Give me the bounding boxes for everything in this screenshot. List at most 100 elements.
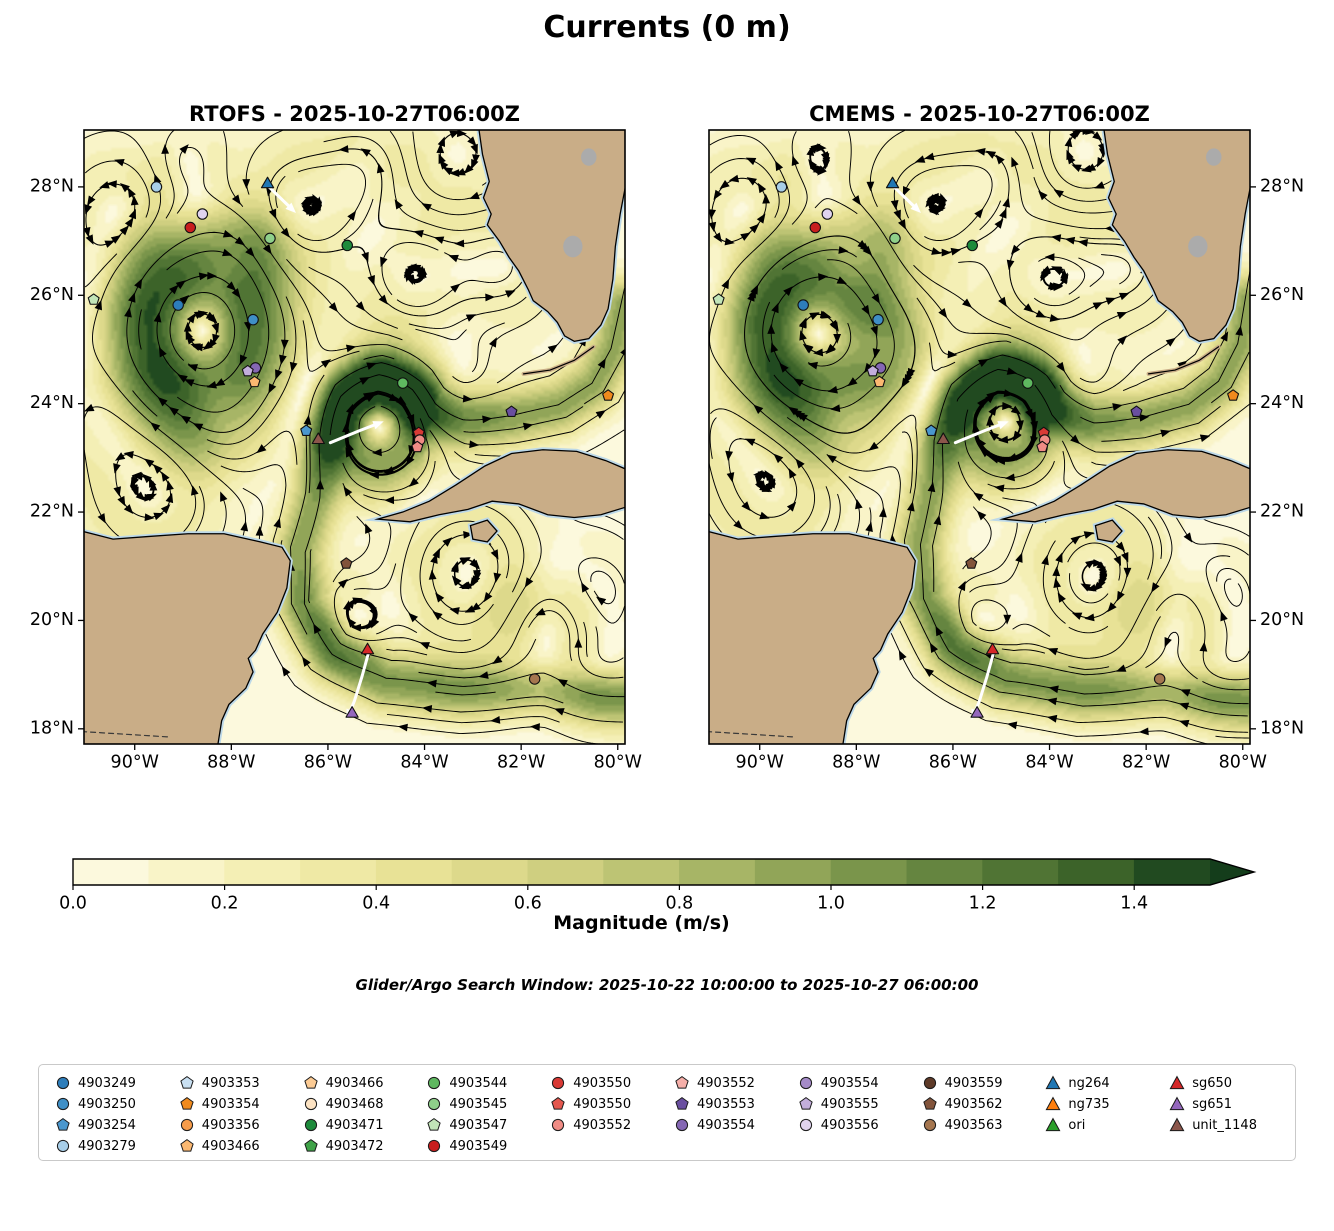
- legend-label: 4903563: [944, 1117, 1003, 1133]
- legend-item: ng735: [1045, 1094, 1165, 1114]
- legend-column: 4903550 4903550 4903552: [550, 1073, 670, 1156]
- marker-circle-icon: [428, 1097, 441, 1111]
- legend-item: 4903555: [798, 1094, 918, 1114]
- legend-column: ng264 ng735 ori: [1045, 1073, 1165, 1156]
- legend-item: 4903356: [179, 1115, 299, 1135]
- marker-pentagon-icon: [303, 1138, 318, 1152]
- marker-pentagon-icon: [180, 1075, 194, 1089]
- marker-triangle-icon: [1045, 1117, 1061, 1132]
- legend-label: 4903552: [573, 1117, 632, 1133]
- marker-pentagon-icon: [799, 1096, 813, 1110]
- legend-item: 4903562: [922, 1094, 1042, 1114]
- legend-column: 4903544 4903545 4903547 4903549: [426, 1073, 546, 1156]
- legend-label: 4903556: [820, 1117, 879, 1133]
- marker-pentagon-icon: [675, 1075, 689, 1089]
- marker-pentagon-icon: [675, 1096, 689, 1110]
- search-window-caption: Glider/Argo Search Window: 2025-10-22 10…: [355, 976, 979, 994]
- legend-item: 4903547: [426, 1115, 546, 1135]
- legend-item: 4903552: [550, 1115, 670, 1135]
- marker-circle-icon: [799, 1118, 812, 1132]
- marker-circle-icon: [923, 1118, 936, 1132]
- legend-label: 4903550: [573, 1096, 632, 1112]
- marker-pentagon-icon: [427, 1117, 442, 1131]
- legend-label: 4903466: [325, 1075, 384, 1091]
- legend-label: 4903559: [944, 1075, 1003, 1091]
- legend-item: ori: [1045, 1115, 1165, 1135]
- legend-column: 4903466 4903468 4903471 4903472: [303, 1073, 423, 1156]
- marker-circle-icon: [180, 1118, 193, 1132]
- legend-label: ng735: [1068, 1096, 1110, 1112]
- legend-label: 4903554: [820, 1075, 879, 1091]
- legend-item: 4903254: [55, 1115, 175, 1135]
- legend-column: 4903559 4903562 4903563: [922, 1073, 1042, 1156]
- legend-label: unit_1148: [1192, 1117, 1257, 1133]
- marker-circle-icon: [552, 1076, 565, 1090]
- currents-maps-canvas: [0, 98, 1334, 798]
- legend-item: 4903563: [922, 1115, 1042, 1135]
- legend-label: 4903549: [449, 1138, 508, 1154]
- legend-item: 4903549: [426, 1136, 546, 1156]
- marker-triangle-icon: [1045, 1096, 1061, 1111]
- legend-item: 4903466: [179, 1136, 299, 1156]
- legend-label: 4903466: [201, 1138, 260, 1154]
- legend-item: ng264: [1045, 1073, 1165, 1093]
- legend-column: 4903249 4903250 4903254 4903279: [55, 1073, 175, 1156]
- legend-label: 4903249: [78, 1075, 136, 1091]
- figure-title: Currents (0 m): [543, 10, 791, 45]
- legend-label: ori: [1068, 1117, 1086, 1133]
- marker-triangle-icon: [1169, 1117, 1185, 1132]
- legend-label: sg651: [1192, 1096, 1233, 1112]
- colorbar-canvas: [0, 845, 1334, 925]
- legend-label: 4903547: [449, 1117, 508, 1133]
- marker-circle-icon: [923, 1076, 936, 1090]
- legend-label: 4903354: [201, 1096, 260, 1112]
- legend-label: 4903250: [78, 1096, 136, 1112]
- legend-label: 4903545: [449, 1096, 508, 1112]
- legend-label: 4903468: [325, 1096, 384, 1112]
- marker-circle-icon: [799, 1076, 812, 1090]
- legend-item: 4903545: [426, 1094, 546, 1114]
- legend-item: 4903250: [55, 1094, 175, 1114]
- legend-item: 4903552: [674, 1073, 794, 1093]
- marker-triangle-icon: [1169, 1096, 1185, 1111]
- legend-item: 4903354: [179, 1094, 299, 1114]
- marker-circle-icon: [304, 1118, 317, 1132]
- legend-column: 4903552 4903553 4903554: [674, 1073, 794, 1156]
- legend-label: 4903555: [820, 1096, 879, 1112]
- legend: 4903249 4903250 4903254 4903279 4903353 49033…: [38, 1064, 1296, 1161]
- legend-label: 4903544: [449, 1075, 508, 1091]
- marker-pentagon-icon: [56, 1117, 70, 1131]
- legend-item: 4903471: [303, 1115, 423, 1135]
- legend-label: 4903472: [325, 1138, 384, 1154]
- legend-label: 4903279: [78, 1138, 136, 1154]
- marker-pentagon-icon: [180, 1138, 194, 1152]
- legend-label: 4903552: [697, 1075, 755, 1091]
- marker-circle-icon: [552, 1118, 565, 1132]
- legend-item: 4903279: [55, 1136, 175, 1156]
- legend-item: 4903553: [674, 1094, 794, 1114]
- legend-item: 4903559: [922, 1073, 1042, 1093]
- marker-pentagon-icon: [922, 1096, 937, 1110]
- legend-item: 4903472: [303, 1136, 423, 1156]
- legend-label: 4903562: [944, 1096, 1003, 1112]
- legend-column: sg650 sg651 unit_1148: [1169, 1073, 1289, 1156]
- legend-label: sg650: [1192, 1075, 1233, 1091]
- marker-circle-icon: [56, 1097, 70, 1111]
- legend-item: 4903550: [550, 1094, 670, 1114]
- marker-circle-icon: [675, 1118, 689, 1132]
- legend-label: 4903471: [325, 1117, 384, 1133]
- legend-item: 4903468: [303, 1094, 423, 1114]
- legend-column: 4903554 4903555 4903556: [798, 1073, 918, 1156]
- legend-item: unit_1148: [1169, 1115, 1289, 1135]
- marker-circle-icon: [56, 1139, 70, 1153]
- legend-item: 4903544: [426, 1073, 546, 1093]
- legend-item: 4903556: [798, 1115, 918, 1135]
- legend-label: 4903554: [697, 1117, 755, 1133]
- legend-item: 4903353: [179, 1073, 299, 1093]
- marker-pentagon-icon: [551, 1096, 565, 1110]
- legend-label: ng264: [1068, 1075, 1110, 1091]
- legend-label: 4903353: [201, 1075, 260, 1091]
- legend-label: 4903356: [201, 1117, 260, 1133]
- legend-item: sg651: [1169, 1094, 1289, 1114]
- legend-label: 4903553: [697, 1096, 755, 1112]
